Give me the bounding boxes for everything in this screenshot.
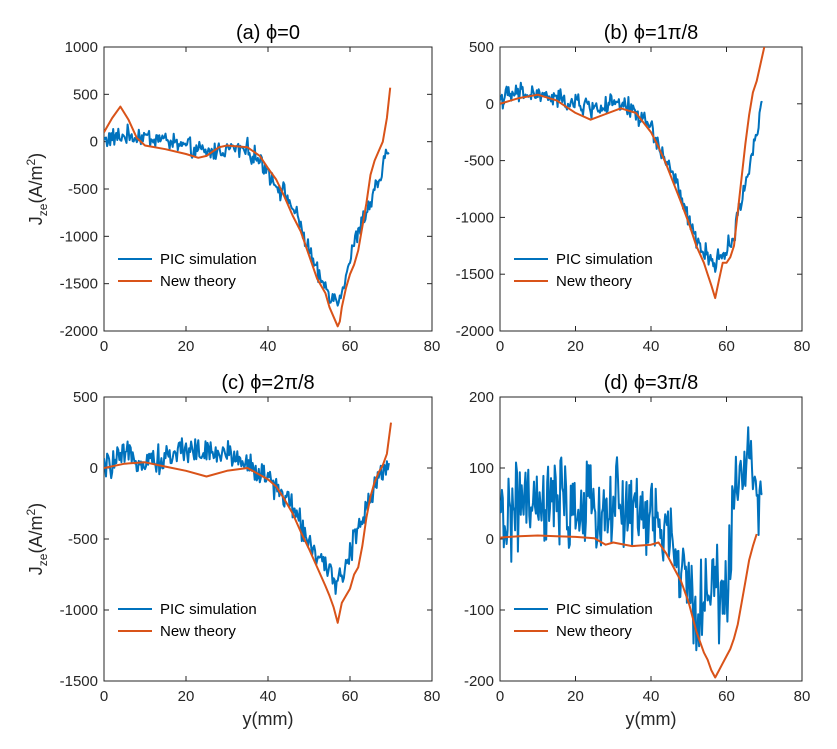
x-axis-label: y(mm) — [243, 709, 294, 729]
y-tick-label: 1000 — [65, 39, 98, 56]
legend-label: PIC simulation — [160, 251, 257, 268]
panel-title: (b) ϕ=1π/8 — [604, 22, 698, 44]
x-tick-label: 20 — [178, 688, 195, 705]
y-tick-label: -200 — [464, 673, 494, 690]
x-tick-label: 40 — [260, 688, 277, 705]
x-tick-label: 20 — [567, 338, 584, 355]
series-line-new-theory — [500, 533, 758, 679]
legend-label: PIC simulation — [556, 601, 653, 618]
legend-label: New theory — [160, 623, 236, 640]
legend-label: PIC simulation — [556, 251, 653, 268]
y-tick-label: 200 — [469, 389, 494, 406]
y-tick-label: 0 — [90, 460, 98, 477]
x-tick-label: 80 — [424, 688, 441, 705]
axes-box — [103, 46, 433, 332]
x-tick-label: 20 — [567, 688, 584, 705]
y-tick-label: -2000 — [60, 323, 98, 340]
y-tick-label: -1000 — [60, 228, 98, 245]
y-axis-label: Jze(A/m2) — [24, 153, 50, 225]
y-tick-label: 500 — [469, 39, 494, 56]
y-tick-label: -500 — [68, 181, 98, 198]
x-tick-label: 0 — [496, 338, 504, 355]
subplot-4: (d) ϕ=3π/8 0 20 40 60 80 -200 -100 0 100 200 y(mm) P… — [464, 372, 810, 729]
y-tick-label: -1500 — [60, 673, 98, 690]
y-tick-label: -100 — [464, 602, 494, 619]
series-line-pic-simulation — [500, 426, 763, 652]
series-line-pic-simulation — [104, 123, 390, 307]
x-tick-label: 40 — [643, 688, 660, 705]
series-line-new-theory — [104, 87, 392, 328]
y-tick-label: 0 — [486, 96, 494, 113]
x-tick-label: 60 — [718, 338, 735, 355]
panel-title: (d) ϕ=3π/8 — [604, 372, 698, 394]
axes-box — [103, 396, 433, 682]
panel-title: (c) ϕ=2π/8 — [221, 372, 314, 394]
x-tick-label: 20 — [178, 338, 195, 355]
y-tick-label: -1000 — [456, 209, 494, 226]
x-tick-label: 0 — [100, 338, 108, 355]
x-tick-label: 40 — [260, 338, 277, 355]
series-line-new-theory — [500, 47, 766, 300]
legend-label: PIC simulation — [160, 601, 257, 618]
x-tick-label: 0 — [496, 688, 504, 705]
y-axis-label: Jze(A/m2) — [24, 503, 50, 575]
x-tick-label: 80 — [424, 338, 441, 355]
subplot-3: (c) ϕ=2π/8 0 20 40 60 80 -1500 -1000 -500 0 500 Jze… — [24, 372, 440, 729]
axes-box — [499, 46, 803, 332]
y-tick-label: 100 — [469, 460, 494, 477]
y-tick-label: -1000 — [60, 602, 98, 619]
y-tick-label: -500 — [68, 531, 98, 548]
legend-label: New theory — [160, 273, 236, 290]
x-tick-label: 80 — [794, 688, 811, 705]
y-tick-label: 0 — [90, 134, 98, 151]
panel-title: (a) ϕ=0 — [236, 22, 300, 44]
x-axis-label: y(mm) — [626, 709, 677, 729]
legend-label: New theory — [556, 623, 632, 640]
y-tick-label: -2000 — [456, 323, 494, 340]
x-tick-label: 60 — [342, 338, 359, 355]
y-tick-label: 500 — [73, 86, 98, 103]
series-line-new-theory — [104, 422, 392, 624]
y-tick-label: 0 — [486, 531, 494, 548]
y-tick-label: -500 — [464, 153, 494, 170]
series-line-pic-simulation — [104, 437, 390, 595]
subplot-1: (a) ϕ=0 0 20 40 60 80 -2000 -1500 -1000 -500 0 500 1… — [24, 22, 440, 355]
x-tick-label: 80 — [794, 338, 811, 355]
x-tick-label: 0 — [100, 688, 108, 705]
y-tick-label: -1500 — [60, 276, 98, 293]
legend-label: New theory — [556, 273, 632, 290]
x-tick-label: 40 — [643, 338, 660, 355]
subplot-2: (b) ϕ=1π/8 0 20 40 60 80 -2000 -1500 -1000 -500 0 5… — [456, 22, 811, 355]
y-tick-label: -1500 — [456, 266, 494, 283]
series-line-pic-simulation — [500, 81, 763, 273]
x-tick-label: 60 — [718, 688, 735, 705]
y-tick-label: 500 — [73, 389, 98, 406]
x-tick-label: 60 — [342, 688, 359, 705]
